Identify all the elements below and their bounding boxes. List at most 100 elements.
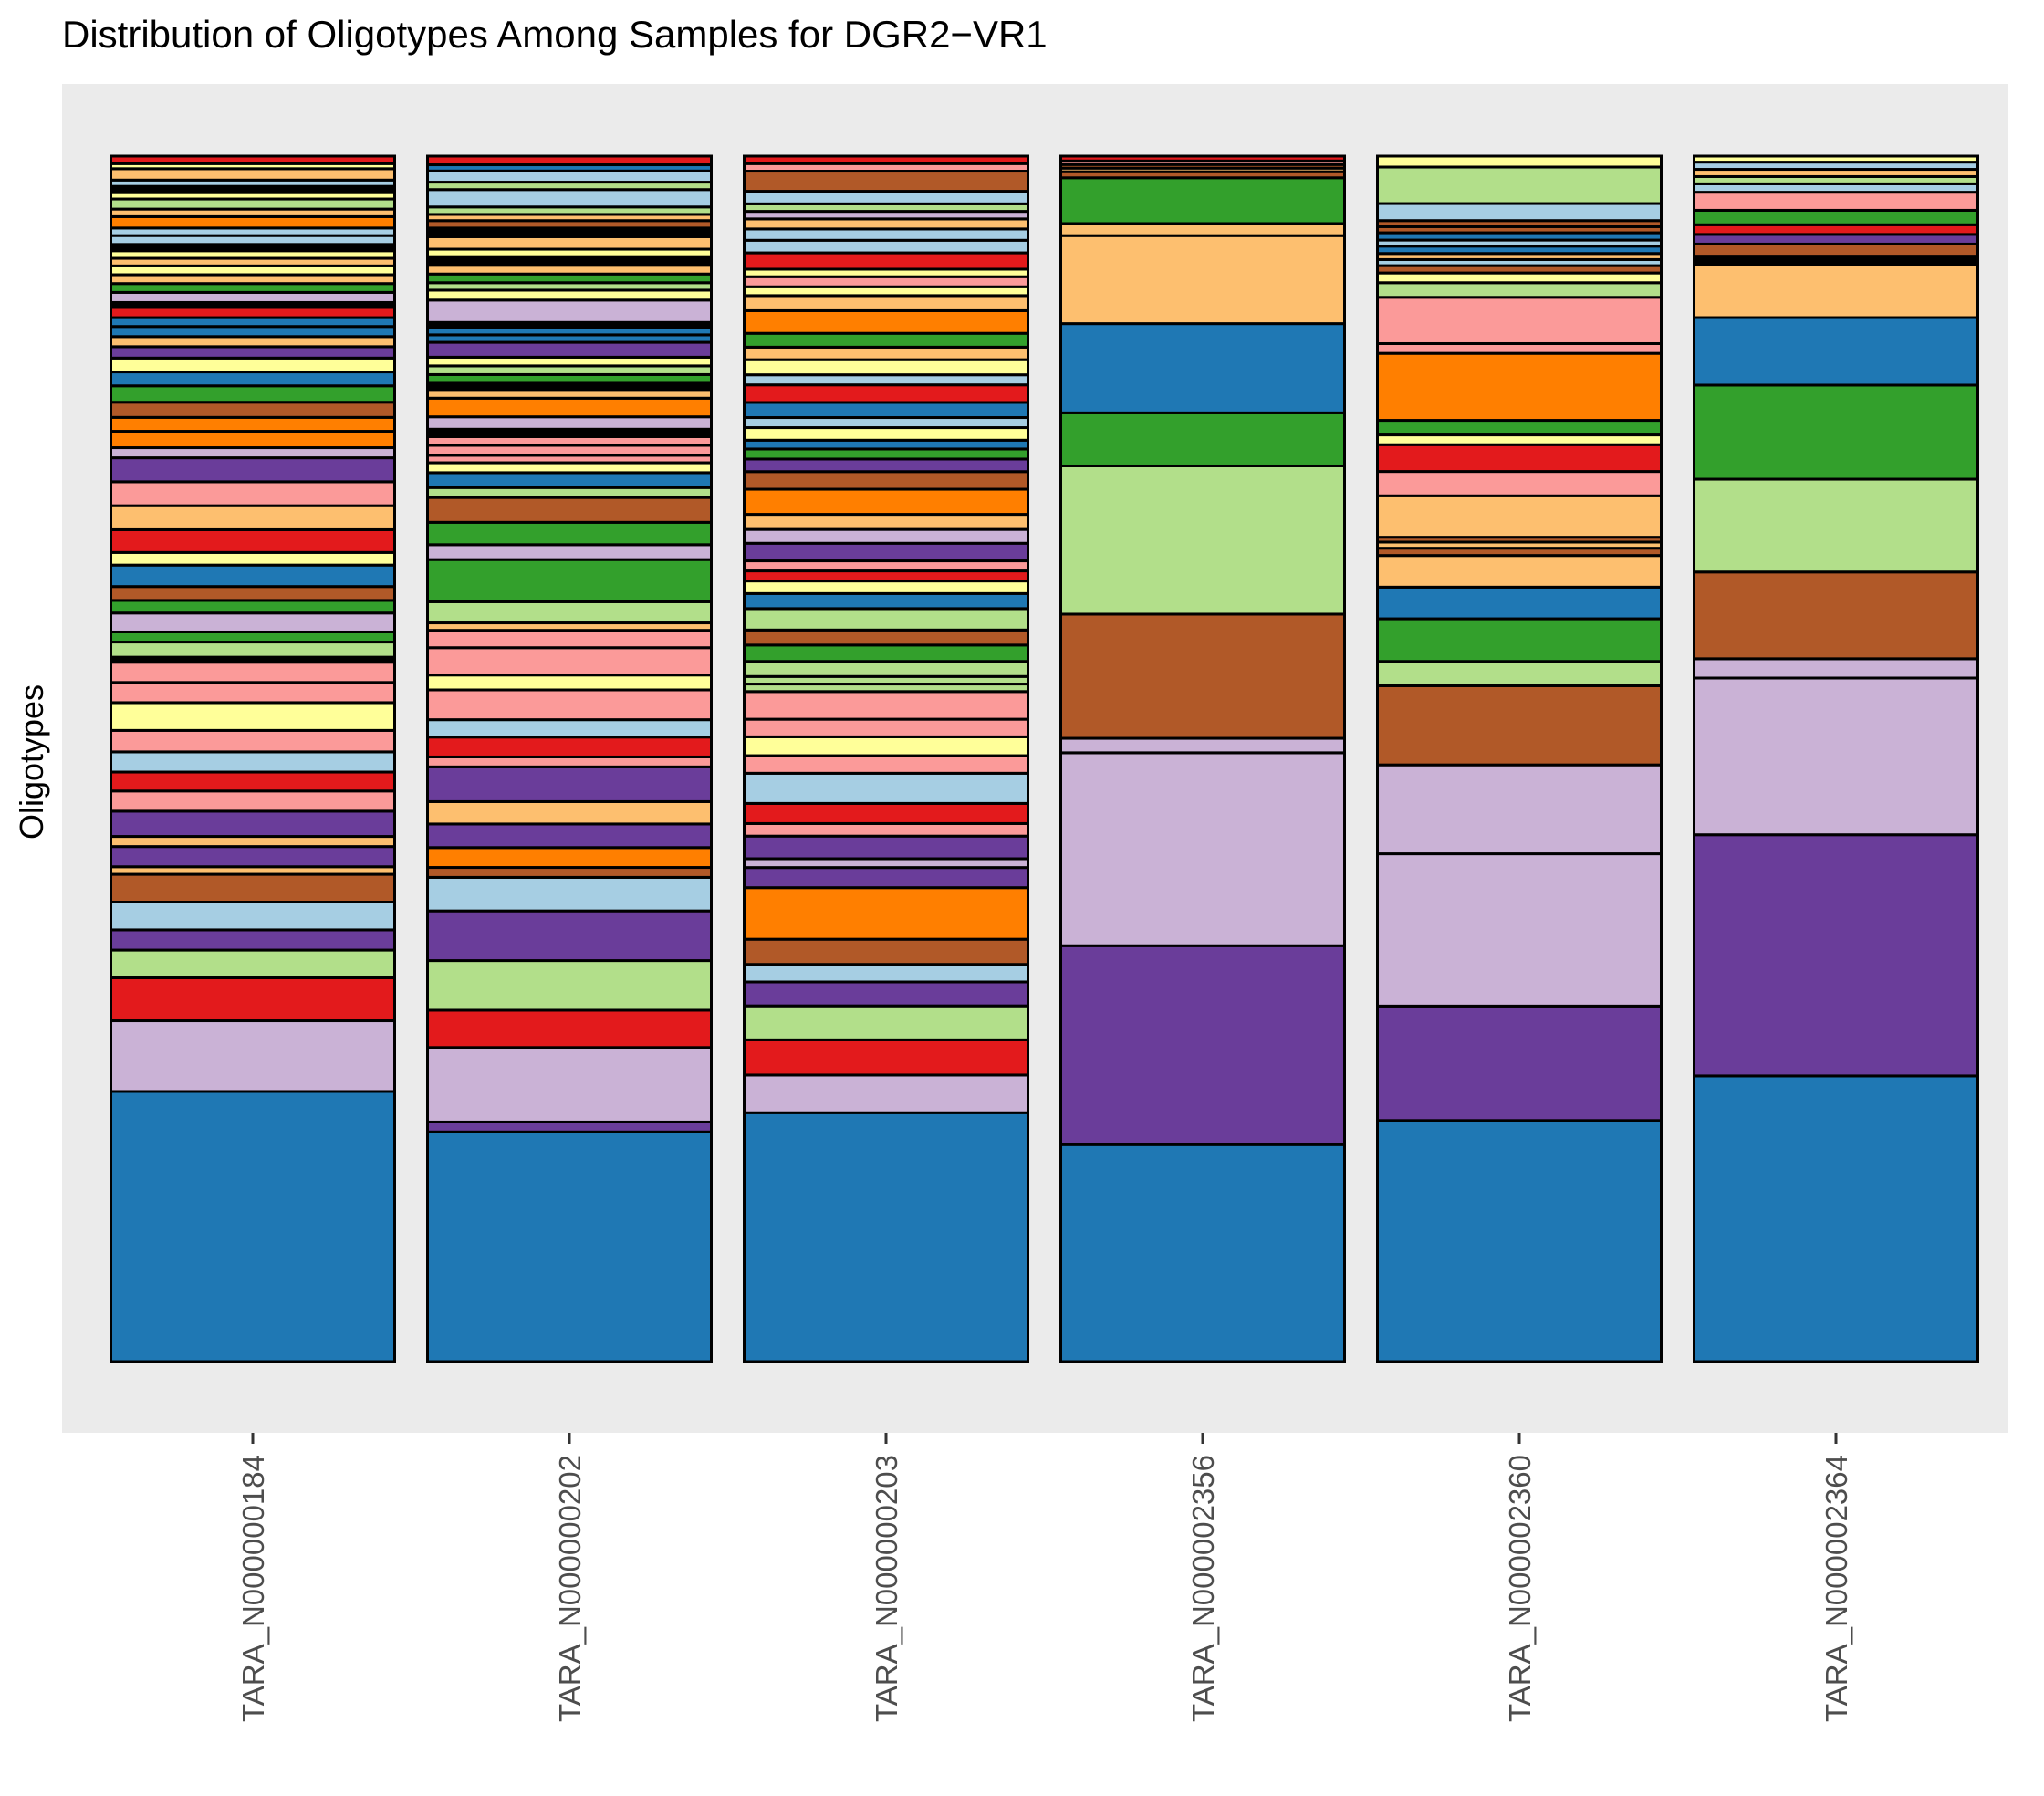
bar-segment	[743, 1038, 1029, 1077]
bar-segment	[426, 154, 713, 167]
bar-segment	[743, 331, 1029, 349]
bar-segment	[1693, 191, 1979, 212]
bar-segment	[743, 416, 1029, 430]
bar-segment	[1376, 296, 1663, 345]
bar-segment	[1376, 684, 1663, 767]
bar-segment	[110, 611, 396, 633]
bar-segment	[110, 415, 396, 433]
y-axis-label: Oligotypes	[13, 684, 50, 840]
bar-segment	[743, 373, 1029, 387]
bar-segment	[426, 1130, 713, 1363]
bar-segment	[110, 371, 396, 388]
x-axis: TARA_N000000184 TARA_N000000202 TARA_N0000…	[236, 1433, 1853, 1722]
bar-stack	[1376, 154, 1663, 1363]
bar-segment	[110, 456, 396, 484]
bar-stack	[110, 154, 396, 1363]
bar-segment	[743, 541, 1029, 563]
bar-segment	[426, 822, 713, 850]
bar-segment	[743, 294, 1029, 312]
bar-segment	[743, 1004, 1029, 1041]
bar-segment	[1693, 676, 1979, 837]
bar-segment	[426, 646, 713, 677]
bar-segment	[743, 580, 1029, 595]
bar-segment	[110, 901, 396, 932]
bar-segment	[1376, 351, 1663, 423]
chart-title: Distribution of Oligotypes Among Samples…	[62, 13, 1048, 56]
bar-segment	[110, 550, 396, 567]
bar-segment	[743, 660, 1029, 678]
bar-segment	[426, 558, 713, 603]
bar-segment	[743, 754, 1029, 775]
bar-segment	[426, 959, 713, 1012]
bar-segment	[743, 470, 1029, 491]
bar-segment	[743, 447, 1029, 461]
bar-segment	[743, 1073, 1029, 1114]
bar-segment	[743, 569, 1029, 583]
bar-segment	[426, 688, 713, 722]
bar-segment	[426, 1120, 713, 1133]
bar-segment	[110, 641, 396, 659]
bar-segment	[1059, 234, 1346, 326]
bar-segment	[110, 345, 396, 360]
bar-segment	[743, 717, 1029, 738]
bar-segment	[743, 358, 1029, 377]
bar-segment	[743, 345, 1029, 361]
bar-segment	[743, 190, 1029, 205]
x-tick-label: TARA_N000000184	[236, 1455, 270, 1722]
bar-segment	[1693, 233, 1979, 245]
bar-segment	[426, 520, 713, 547]
bar-segment	[1059, 465, 1346, 616]
bar-segment	[110, 384, 396, 404]
bar-segment	[110, 430, 396, 450]
bar-segment	[426, 235, 713, 251]
x-tick-label: TARA_N000002360	[1503, 1455, 1537, 1722]
bar-segment	[743, 643, 1029, 663]
bar-segment	[110, 845, 396, 869]
bar-segment	[426, 471, 713, 489]
bar-segment	[743, 591, 1029, 611]
bar-segment	[1693, 208, 1979, 226]
bar-segment	[743, 457, 1029, 474]
bar-segment	[1693, 477, 1979, 574]
bar-segment	[743, 227, 1029, 242]
bar-segment	[110, 401, 396, 419]
bar-segment	[743, 275, 1029, 288]
bar-segment	[426, 629, 713, 650]
bar-segment	[110, 948, 396, 979]
bar-segment	[110, 197, 396, 211]
bar-segment	[743, 771, 1029, 805]
bar-segment	[743, 426, 1029, 442]
bar-segment	[743, 487, 1029, 517]
bar-segment	[110, 661, 396, 684]
bar-segment	[1376, 763, 1663, 856]
bar-segment	[426, 496, 713, 524]
bar-segment	[426, 909, 713, 963]
bar-stack	[1059, 154, 1346, 1363]
bar-segment	[426, 444, 713, 457]
bar-segment	[1693, 263, 1979, 319]
bar-segment	[1376, 202, 1663, 223]
bar-segment	[1059, 176, 1346, 225]
bar-segment	[110, 325, 396, 339]
bar-segment	[1376, 660, 1663, 687]
bar-segment	[1376, 554, 1663, 589]
bars-layer	[110, 154, 1979, 1363]
bar-segment	[743, 801, 1029, 825]
bar-segment	[743, 513, 1029, 531]
bar-segment	[110, 750, 396, 774]
bar-segment	[110, 563, 396, 589]
bar-segment	[426, 866, 713, 879]
bar-segment	[426, 288, 713, 302]
bar-segment	[743, 170, 1029, 193]
bar-segment	[1693, 154, 1979, 164]
bar-segment	[743, 607, 1029, 632]
bar-segment	[1376, 271, 1663, 285]
bar-segment	[1059, 411, 1346, 467]
bar-segment	[110, 681, 396, 705]
bar-segment	[743, 1111, 1029, 1363]
bar-segment	[110, 214, 396, 230]
bar-segment	[743, 154, 1029, 165]
bar-segment	[426, 755, 713, 768]
bar-segment	[1059, 222, 1346, 237]
bar-segment	[743, 217, 1029, 231]
